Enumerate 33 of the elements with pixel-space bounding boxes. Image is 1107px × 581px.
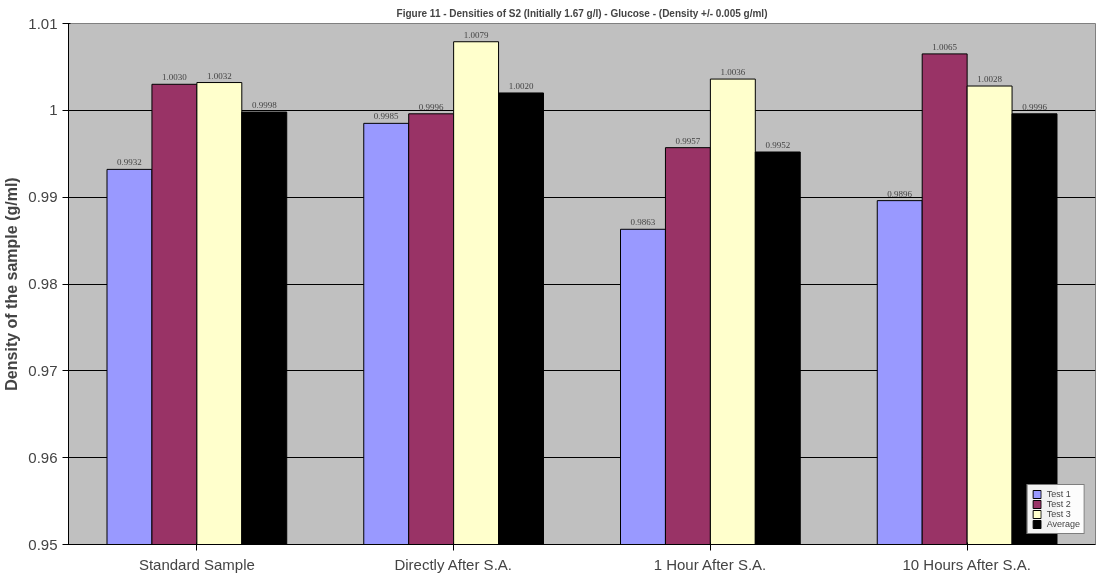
data-label: 0.9863 [630, 217, 656, 228]
data-label: 0.9896 [887, 188, 913, 199]
data-label: 0.9996 [1022, 101, 1048, 112]
data-label: 1.0032 [206, 70, 232, 81]
y-axis-title: Density of the sample (g/ml) [3, 177, 21, 391]
x-tick-label: 1 Hour After S.A. [653, 555, 767, 573]
y-tick-label: 1.01 [28, 14, 58, 32]
data-label: 1.0079 [463, 29, 489, 40]
y-tick-label: 0.99 [28, 188, 58, 206]
data-label: 0.9952 [765, 140, 791, 151]
legend-label: Average [1046, 519, 1080, 529]
y-tick-label: 0.97 [28, 361, 58, 379]
data-label: 1.0028 [977, 74, 1003, 85]
x-tick-label: Directly After S.A. [394, 555, 512, 573]
data-label: 0.9996 [418, 101, 445, 112]
data-label: 0.9998 [251, 100, 278, 111]
y-tick-label: 0.96 [28, 448, 58, 466]
y-tick-label: 1 [49, 101, 58, 119]
data-label: 1.0030 [162, 72, 188, 83]
data-label: 1.0065 [932, 41, 958, 52]
data-label: 0.9985 [373, 111, 400, 122]
y-tick-label: 0.95 [28, 535, 58, 553]
x-tick-label: Standard Sample [138, 555, 255, 573]
x-tick-label: 10 Hours After S.A. [902, 555, 1031, 573]
data-label: 0.9932 [117, 157, 142, 168]
chart-title: Figure 11 - Densities of S2 (Initially 1.67 g/l) - Glucose - (Density +/- 0.005 g/ml) [396, 7, 768, 19]
data-label: 1.0020 [508, 80, 534, 91]
legend-label: Test 3 [1046, 509, 1071, 519]
data-label: 0.9957 [675, 135, 701, 146]
legend-label: Test 1 [1046, 489, 1071, 499]
y-tick-label: 0.98 [28, 275, 58, 292]
legend-label: Test 2 [1046, 499, 1071, 509]
data-label: 1.0036 [720, 67, 746, 78]
